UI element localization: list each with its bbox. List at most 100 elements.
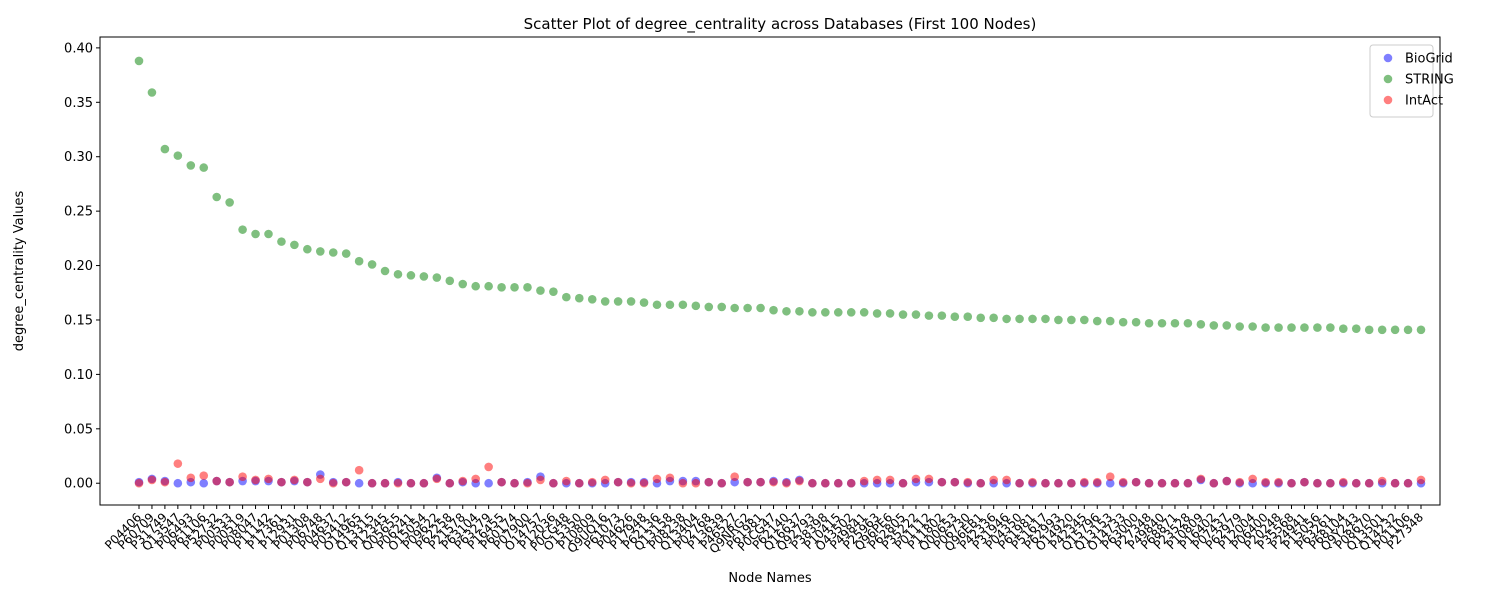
data-point — [833, 308, 843, 317]
data-point — [769, 477, 778, 487]
data-point — [769, 305, 778, 315]
data-point — [445, 478, 455, 488]
data-point — [1339, 324, 1348, 333]
data-point — [587, 477, 597, 487]
data-point — [199, 471, 209, 480]
data-point — [484, 478, 493, 488]
data-point — [1196, 320, 1206, 329]
data-point — [1248, 474, 1257, 484]
data-point — [251, 475, 260, 485]
data-point — [328, 248, 338, 257]
data-point — [950, 477, 960, 487]
data-point — [406, 271, 416, 280]
data-point — [264, 474, 273, 484]
data-point — [1183, 318, 1193, 328]
data-point — [523, 283, 532, 292]
data-point — [458, 476, 468, 486]
data-point — [445, 276, 455, 286]
data-point — [1157, 318, 1167, 328]
data-point — [303, 244, 312, 254]
data-point — [367, 478, 377, 488]
data-point — [497, 283, 506, 292]
data-point — [833, 478, 843, 488]
data-point — [782, 478, 791, 488]
data-point — [523, 478, 532, 488]
data-point — [134, 478, 144, 488]
data-point — [756, 477, 765, 487]
legend-marker — [1383, 53, 1393, 63]
data-point — [963, 477, 973, 487]
data-point — [1092, 316, 1102, 326]
data-point — [678, 300, 688, 310]
data-point — [652, 474, 662, 484]
data-point — [328, 478, 338, 488]
data-point — [1118, 317, 1128, 327]
x-axis-label: Node Names — [728, 571, 811, 586]
y-axis-label: degree_centrality Values — [12, 191, 27, 352]
data-point — [1274, 477, 1283, 487]
data-point — [1222, 321, 1232, 330]
data-point — [1377, 325, 1387, 335]
y-tick-label: 0.25 — [64, 205, 93, 220]
data-point — [354, 256, 364, 266]
data-point — [756, 303, 765, 313]
series-intact — [134, 459, 1426, 488]
data-point — [821, 478, 830, 488]
data-point — [419, 272, 429, 281]
data-point — [1287, 478, 1296, 488]
data-point — [626, 478, 636, 488]
data-point — [639, 478, 649, 488]
legend-label: IntAct — [1405, 94, 1443, 109]
data-point — [432, 273, 442, 282]
data-point — [924, 474, 934, 484]
data-point — [147, 475, 157, 485]
data-point — [587, 294, 597, 304]
data-point — [937, 477, 947, 487]
data-point — [1157, 478, 1167, 488]
data-point — [199, 478, 209, 488]
data-point — [600, 475, 610, 485]
data-point — [1300, 477, 1309, 487]
y-axis: 0.00 0.05 0.10 0.15 0.20 0.25 0.30 0.35 0.40 — [64, 41, 100, 492]
series-string — [134, 56, 1426, 335]
data-point — [1313, 478, 1322, 488]
data-point — [613, 477, 623, 487]
data-point — [1351, 478, 1361, 488]
data-point — [1313, 323, 1322, 332]
data-point — [290, 475, 299, 485]
data-point — [1170, 478, 1180, 488]
data-point — [911, 310, 921, 319]
data-point — [1131, 477, 1141, 487]
data-point — [212, 192, 221, 202]
data-point — [406, 478, 416, 488]
data-point — [315, 247, 325, 256]
data-point — [1105, 478, 1115, 488]
data-point — [134, 56, 144, 66]
data-point — [471, 474, 480, 484]
y-tick-label: 0.00 — [64, 477, 93, 492]
data-point — [872, 475, 882, 485]
y-tick-label: 0.05 — [64, 422, 93, 437]
data-point — [1364, 325, 1374, 335]
data-point — [574, 478, 584, 488]
data-point — [859, 308, 869, 317]
data-point — [924, 311, 934, 320]
y-tick-label: 0.30 — [64, 150, 93, 165]
data-point — [1080, 315, 1089, 325]
data-point — [341, 477, 351, 487]
data-point — [549, 478, 558, 488]
y-tick-label: 0.20 — [64, 259, 93, 274]
y-tick-label: 0.35 — [64, 96, 93, 111]
data-point — [885, 475, 895, 485]
data-point — [380, 478, 390, 488]
data-point — [1300, 323, 1309, 332]
data-point — [1015, 314, 1024, 324]
data-point — [911, 474, 921, 484]
data-point — [1248, 322, 1257, 331]
data-point — [1041, 478, 1050, 488]
data-point — [1028, 477, 1037, 487]
data-point — [885, 309, 895, 318]
data-point — [1287, 323, 1296, 332]
chart-title: Scatter Plot of degree_centrality across… — [524, 15, 1037, 34]
